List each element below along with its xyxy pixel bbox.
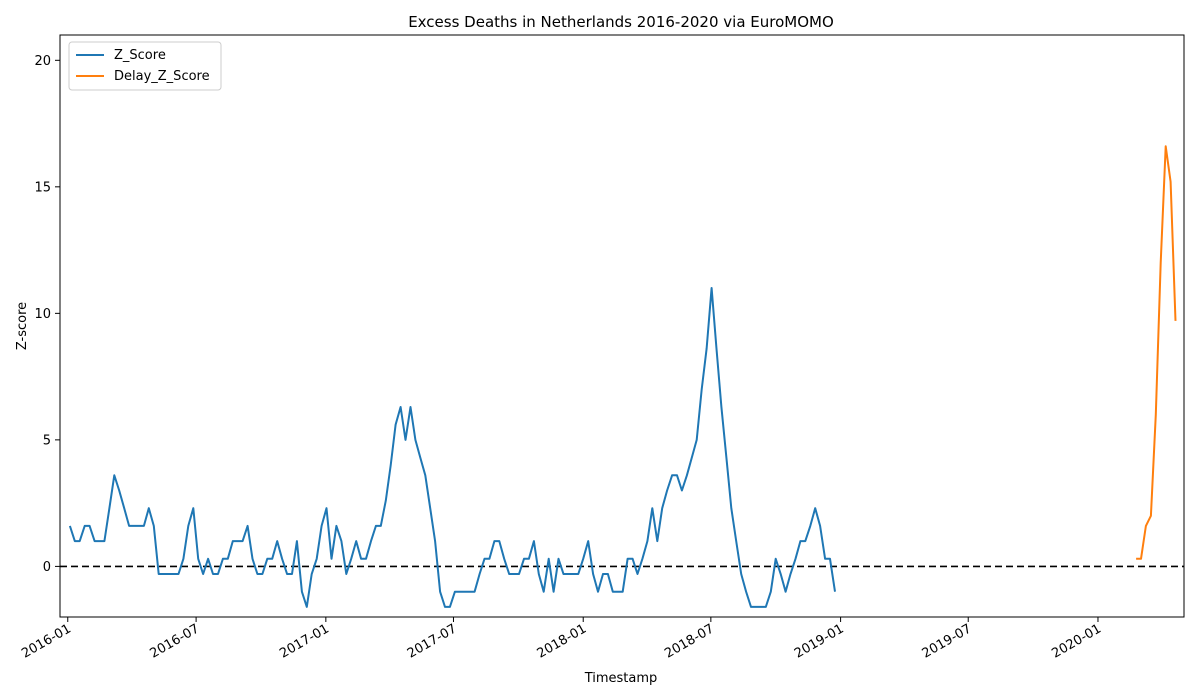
series-line-delay-z-score xyxy=(1136,145,1177,560)
x-tick-label: 2018-01 xyxy=(535,621,590,661)
y-axis-title: Z-score xyxy=(15,302,30,350)
y-tick-label: 5 xyxy=(43,433,51,448)
y-tick-label: 0 xyxy=(43,560,51,575)
x-tick-label: 2017-07 xyxy=(405,621,460,661)
y-tick-label: 15 xyxy=(34,180,51,195)
x-tick-label: 2016-07 xyxy=(148,621,203,661)
chart-title: Excess Deaths in Netherlands 2016-2020 v… xyxy=(408,13,834,31)
x-tick-label: 2016-01 xyxy=(19,621,74,661)
x-axis-title: Timestamp xyxy=(584,671,658,686)
x-tick-label: 2019-07 xyxy=(920,621,975,661)
y-tick-label: 20 xyxy=(34,54,51,69)
legend-label-z-score: Z_Score xyxy=(114,48,166,63)
legend-label-delay-z-score: Delay_Z_Score xyxy=(114,69,210,84)
series-line-z-score xyxy=(68,287,836,608)
x-tick-label: 2018-07 xyxy=(662,621,717,661)
series-layer xyxy=(68,145,1177,608)
y-tick-label: 10 xyxy=(34,307,51,322)
x-tick-label: 2020-01 xyxy=(1049,621,1104,661)
x-tick-label: 2019-01 xyxy=(792,621,847,661)
y-axis: 0 5 10 15 20 xyxy=(34,54,60,575)
plot-frame xyxy=(59,34,1185,618)
legend: Z_Score Delay_Z_Score xyxy=(68,41,222,91)
legend-box xyxy=(68,41,222,91)
x-axis: 2016-01 2016-07 2017-01 2017-07 2018-01 2018-… xyxy=(19,617,1104,662)
x-tick-label: 2017-01 xyxy=(277,621,332,661)
